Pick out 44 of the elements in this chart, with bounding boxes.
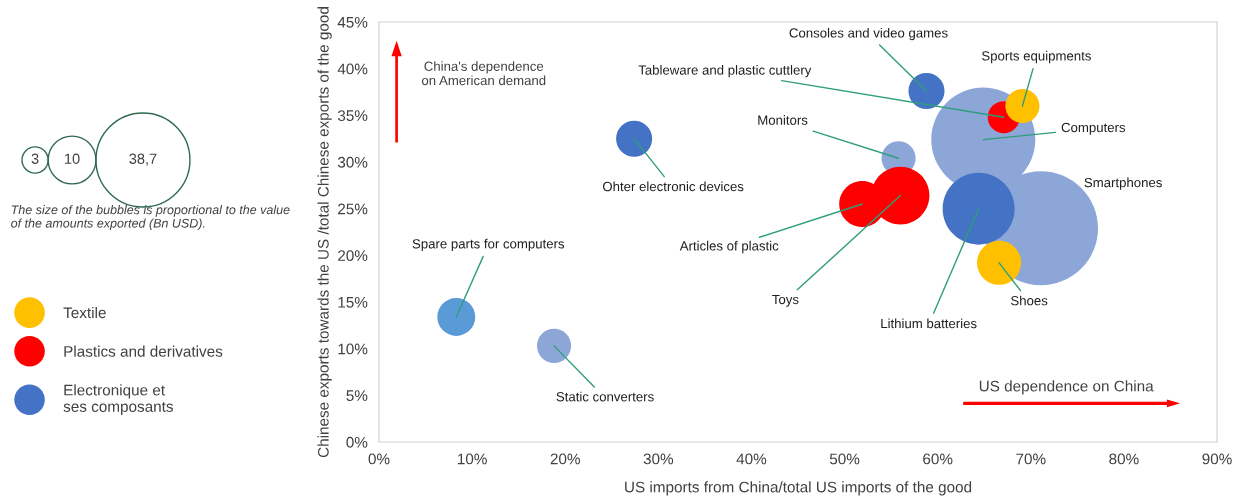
annotation: Toys bbox=[772, 294, 799, 307]
x-tick-label: 0% bbox=[368, 453, 390, 465]
legend-label: Electronique et ses composants bbox=[63, 384, 173, 415]
y-tick-label: 25% bbox=[338, 203, 368, 215]
y-tick-label: 15% bbox=[338, 296, 368, 308]
annotation: Sports equipments bbox=[981, 50, 1091, 64]
y-tick-label: 5% bbox=[346, 390, 368, 402]
annotation: Smartphones bbox=[1084, 177, 1162, 190]
x-tick-label: 10% bbox=[457, 453, 487, 465]
annotation: Spare parts for computers bbox=[412, 238, 565, 252]
x-tick-label: 50% bbox=[829, 453, 860, 465]
annotation: Consoles and video games bbox=[789, 27, 948, 41]
annotation: Tableware and plastic cuttlery bbox=[638, 65, 812, 78]
y-tick-label: 30% bbox=[337, 156, 368, 168]
x-tick-label: 40% bbox=[736, 453, 767, 465]
legend-label: Plastics and derivatives bbox=[64, 345, 223, 357]
x-tick-label: 70% bbox=[1016, 453, 1046, 465]
y-tick-label: 45% bbox=[337, 16, 368, 28]
text: The size of the bubbles is proportional to the value of the amounts exported (Bn USD). bbox=[11, 205, 290, 231]
y-axis-title: Chinese exports towards the US /total Chinese exports of the good bbox=[317, 7, 332, 458]
y-tick-label: 20% bbox=[338, 250, 368, 262]
x-tick-label: 20% bbox=[550, 453, 580, 465]
annotation: Ohter electronic devices bbox=[602, 181, 744, 192]
y-tick-label: 0% bbox=[346, 436, 368, 448]
x-tick-label: 80% bbox=[1109, 453, 1139, 465]
annotation: US dependence on China bbox=[979, 380, 1154, 395]
x-tick-label: 30% bbox=[643, 453, 674, 465]
annotation: Articles of plastic bbox=[679, 240, 779, 254]
y-tick-label: 40% bbox=[337, 63, 368, 75]
y-tick-label: 10% bbox=[338, 343, 368, 355]
legend-label: 38,7 bbox=[129, 153, 157, 166]
annotation: Static converters bbox=[556, 391, 654, 402]
annotation: China's dependence on American demand bbox=[421, 61, 546, 86]
legend-label: 10 bbox=[65, 153, 80, 164]
x-axis-title: US imports from China/total US imports of the good bbox=[625, 481, 972, 496]
annotation: Shoes bbox=[1011, 295, 1048, 306]
x-tick-label: 60% bbox=[923, 453, 953, 465]
legend-label: Textile bbox=[63, 306, 106, 319]
x-tick-label: 90% bbox=[1202, 453, 1232, 465]
annotation: Computers bbox=[1061, 122, 1126, 135]
y-tick-label: 35% bbox=[337, 110, 368, 122]
legend-label: 3 bbox=[31, 153, 39, 164]
annotation: Monitors bbox=[758, 115, 808, 125]
annotation: Lithium batteries bbox=[881, 318, 977, 329]
